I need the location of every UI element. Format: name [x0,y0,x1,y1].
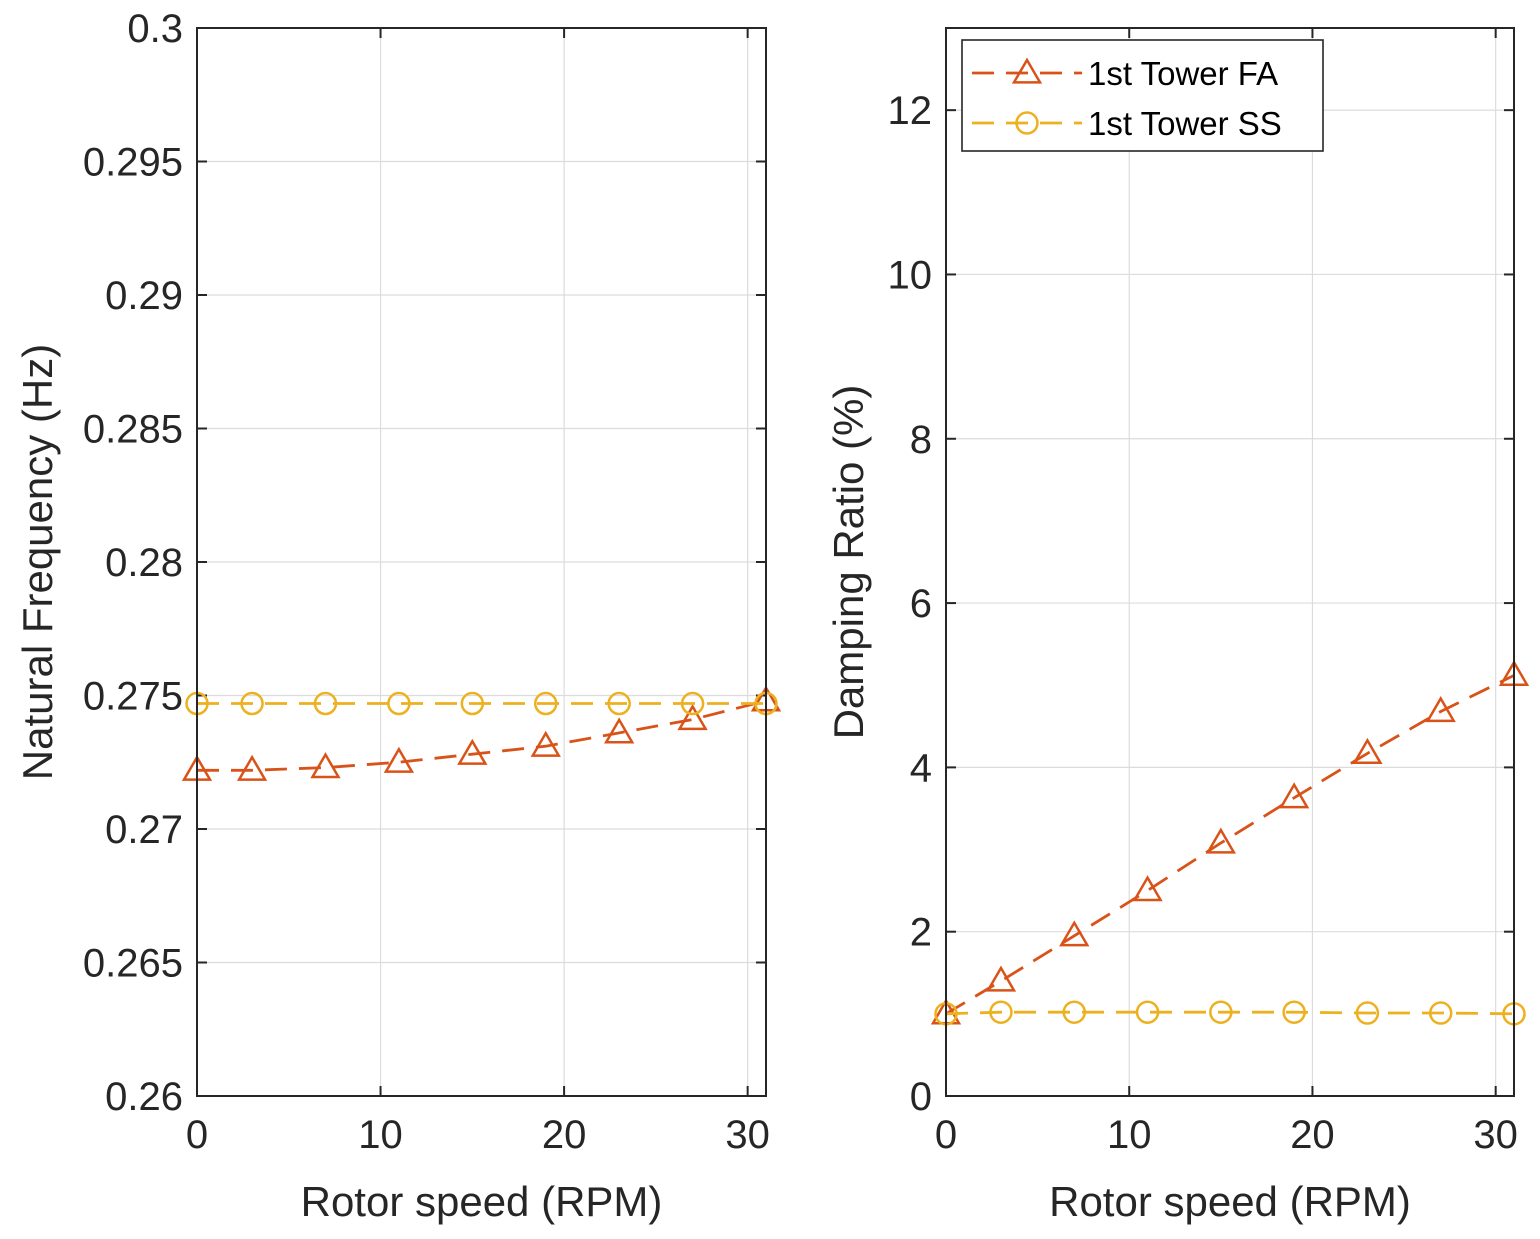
y-tick-label: 4 [910,746,932,790]
y-tick-label: 0.26 [105,1075,183,1119]
data-point-ss [240,691,264,716]
data-point-ss [1209,1000,1233,1024]
data-point-fa [1059,920,1090,947]
series-line-ss [945,1010,1515,1016]
y-axis-label: Damping Ratio (%) [825,385,872,740]
y-tick-label: 0 [910,1075,932,1119]
data-point-ss [1355,1001,1380,1025]
x-tick-label: 10 [1107,1113,1152,1157]
data-point-ss [1428,1001,1453,1025]
data-point-fa [1352,737,1383,765]
y-tick-label: 0.285 [83,408,183,452]
data-point-fa [530,730,561,757]
axes-box [196,27,767,1097]
y-tick-label: 0.275 [83,675,183,719]
y-tick-label: 0.295 [83,141,183,185]
natural-frequency-panel: 0 10 20 30 0.26 0.265 0.27 0.275 0.28 0.285 0.29 0.… [14,7,782,1225]
y-tick-label: 0.27 [105,808,183,852]
data-point-ss [680,691,705,716]
legend-label-fa: 1st Tower FA [1088,55,1278,92]
x-axis-label: Rotor speed (RPM) [1049,1178,1411,1225]
data-point-ss [387,691,411,716]
data-point-fa [1278,782,1310,809]
data-point-fa [985,965,1017,992]
data-point-fa [603,717,635,744]
y-tick-label: 0.3 [127,7,183,51]
x-tick-label: 0 [935,1113,957,1157]
y-tick-label: 12 [888,89,933,133]
y-tick-label: 10 [888,253,933,297]
axes-box [945,27,1515,1097]
x-tick-label: 0 [186,1113,208,1157]
legend-marker-fa [1011,57,1043,84]
data-point-fa [1205,827,1237,854]
damping-ratio-panel: 0 10 20 30 0 2 4 6 8 10 12 Rotor speed (RPM) Damping… [825,27,1530,1225]
y-tick-label: 0.265 [83,942,183,986]
x-tick-label: 30 [1473,1113,1518,1157]
data-point-fa [457,738,488,765]
data-point-ss [1135,1000,1160,1024]
data-point-ss [1062,1000,1087,1024]
series-line-fa [197,699,767,772]
data-point-fa [1132,875,1163,902]
data-point-ss [460,691,485,716]
data-point-ss [1282,1000,1306,1024]
data-point-fa [1425,696,1456,723]
data-point-fa [310,752,341,779]
x-tick-label: 10 [358,1113,403,1157]
data-point-ss [533,691,558,716]
data-point-fa [236,754,268,781]
data-point-ss [313,691,338,716]
data-point-fa [677,704,708,731]
data-point-fa [383,746,415,773]
legend: 1st Tower FA 1st Tower SS [961,39,1324,152]
y-tick-label: 0.28 [105,541,183,585]
x-tick-label: 20 [1290,1113,1335,1157]
y-tick-label: 6 [910,582,932,626]
y-tick-label: 8 [910,418,932,462]
legend-marker-ss [1015,111,1039,135]
data-point-ss [607,691,631,716]
x-axis-label: Rotor speed (RPM) [301,1178,663,1225]
y-axis-label: Natural Frequency (Hz) [14,344,61,780]
x-tick-label: 20 [542,1113,587,1157]
series-line-fa [945,674,1515,1016]
y-tick-label: 0.29 [105,274,183,318]
y-tick-label: 2 [910,911,932,955]
legend-label-ss: 1st Tower SS [1088,105,1282,142]
x-tick-label: 30 [725,1113,770,1157]
data-point-ss [989,1000,1013,1024]
